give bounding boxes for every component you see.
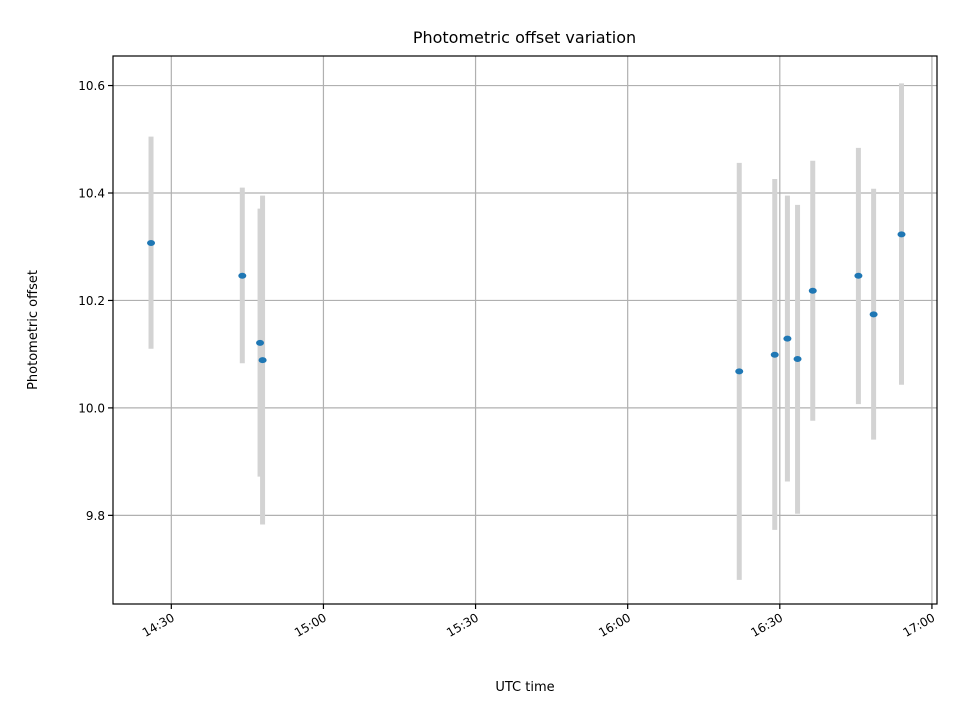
data-point — [897, 231, 906, 238]
data-point — [256, 339, 265, 346]
data-point — [147, 239, 156, 246]
chart-title: Photometric offset variation — [413, 28, 636, 47]
y-tick-label: 10.6 — [78, 79, 105, 93]
data-point — [869, 311, 878, 318]
y-axis-ticks: 9.8 10.0 10.2 10.4 10.6 — [78, 79, 113, 523]
data-point — [808, 287, 817, 294]
data-point — [854, 272, 863, 279]
data-point — [770, 351, 779, 358]
data-point — [735, 368, 744, 375]
data-point — [238, 272, 247, 279]
data-point — [258, 357, 267, 364]
data-points — [147, 231, 906, 375]
y-tick-label: 9.8 — [86, 509, 105, 523]
data-point — [783, 335, 792, 342]
x-axis-label: UTC time — [495, 680, 554, 695]
y-axis-label: Photometric offset — [26, 270, 41, 390]
y-tick-label: 10.2 — [78, 294, 105, 308]
plot-frame — [112, 55, 938, 605]
data-point — [793, 356, 802, 363]
grid-lines — [113, 56, 937, 604]
y-tick-label: 10.4 — [78, 187, 105, 201]
y-tick-label: 10.0 — [78, 401, 105, 415]
